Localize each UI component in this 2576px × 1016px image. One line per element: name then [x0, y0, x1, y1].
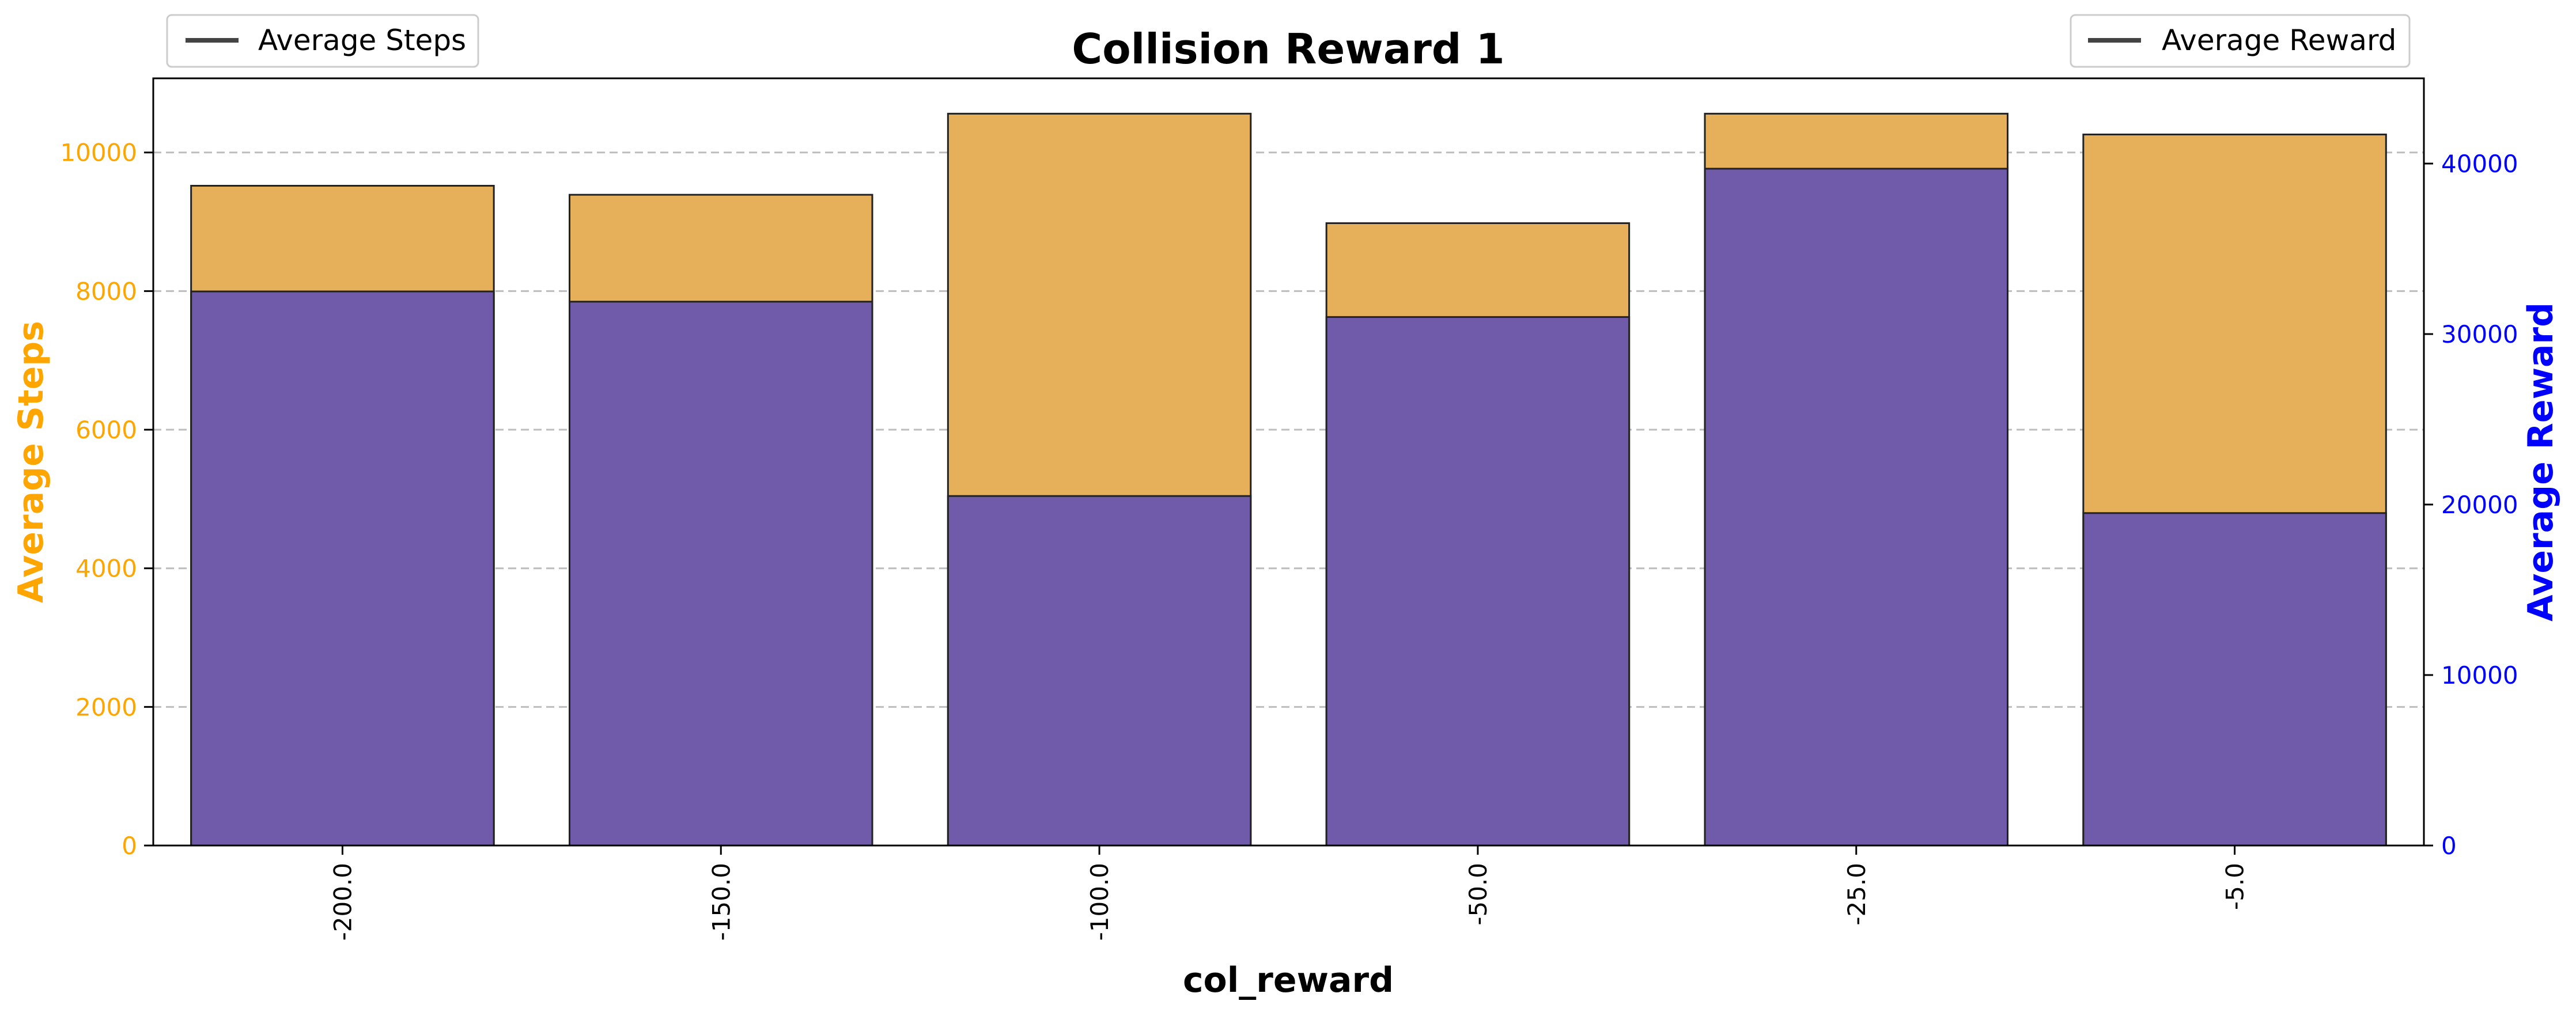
right-tick-label-0: 0: [2441, 832, 2457, 860]
bars-layer: [190, 112, 2387, 847]
legend-steps-label: Average Steps: [258, 24, 466, 57]
legend-reward-label: Average Reward: [2162, 24, 2396, 57]
right-tick-label-2: 20000: [2441, 491, 2518, 519]
left-tick-label-0: 0: [122, 832, 137, 860]
x-tick-label-4: -25.0: [1843, 863, 1871, 926]
x-axis-label: col_reward: [1183, 960, 1394, 1000]
right-y-axis: 0 10000 20000 30000 40000: [2424, 150, 2518, 860]
x-tick-label-2: -100.0: [1085, 863, 1114, 941]
bar-reward-5: [2083, 513, 2386, 846]
left-tick-label-1: 2000: [75, 693, 137, 721]
bar-reward-4: [1705, 168, 2008, 846]
x-axis: -200.0 -150.0 -100.0 -50.0 -25.0 -5.0: [328, 846, 2249, 941]
legend-reward-frame: [2070, 14, 2411, 68]
left-y-axis-label: Average Steps: [11, 321, 51, 603]
x-tick-label-1: -150.0: [707, 863, 735, 941]
left-y-axis: 0 2000 4000 6000 8000 10000: [60, 139, 153, 860]
grid-layer: [153, 151, 2424, 708]
legend-steps: Average Steps: [166, 14, 479, 68]
left-tick-label-3: 6000: [75, 416, 137, 444]
x-tick-label-0: -200.0: [328, 863, 357, 941]
x-tick-label-5: -5.0: [2221, 863, 2249, 910]
right-tick-label-1: 10000: [2441, 661, 2518, 689]
x-tick-label-3: -50.0: [1464, 863, 1492, 926]
legend-reward: Average Reward: [2070, 14, 2411, 68]
plot-frame: [152, 77, 2425, 847]
bar-reward-2: [948, 496, 1251, 846]
right-tick-label-3: 30000: [2441, 320, 2518, 348]
chart-title: Collision Reward 1: [1072, 25, 1504, 73]
right-y-axis-label: Average Reward: [2521, 302, 2561, 621]
left-tick-label-2: 4000: [75, 555, 137, 583]
left-tick-label-4: 8000: [75, 277, 137, 305]
bar-reward-1: [569, 301, 872, 846]
right-tick-label-4: 40000: [2441, 150, 2518, 178]
bar-reward-0: [191, 291, 494, 846]
legend-steps-frame: [166, 14, 479, 68]
left-tick-label-5: 10000: [60, 139, 137, 167]
bar-reward-3: [1326, 317, 1629, 846]
